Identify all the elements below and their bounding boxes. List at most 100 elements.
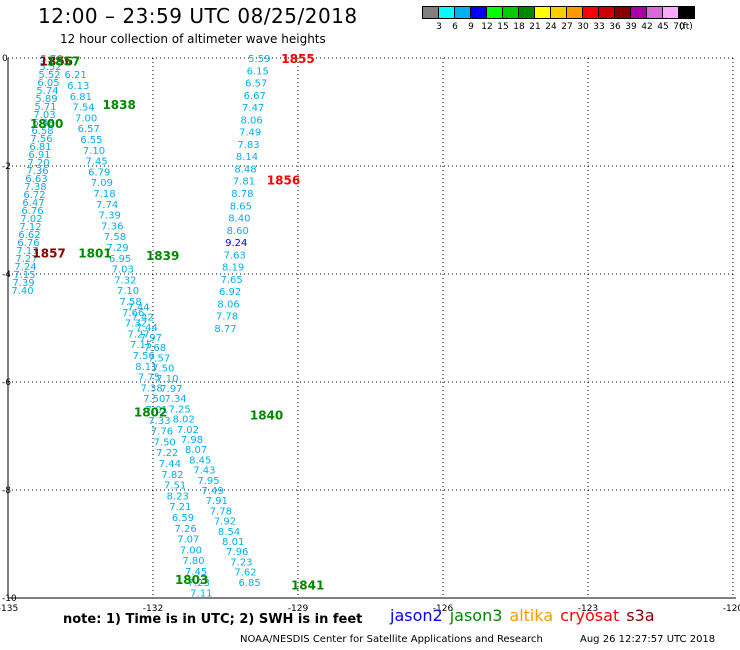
wave-height-value: 7.44: [159, 459, 181, 470]
wave-height-value: 7.65: [221, 275, 243, 286]
pass-time-label: 1857: [32, 246, 65, 260]
wave-height-value: 7.10: [156, 374, 178, 385]
legend-label: 6: [452, 22, 458, 32]
legend-label: 70: [673, 22, 685, 32]
legend-label: 33: [593, 22, 605, 32]
wave-height-value: 6.57: [78, 124, 100, 135]
wave-height-value: 6.57: [245, 79, 267, 90]
wave-height-value: 7.58: [120, 297, 142, 308]
wave-height-value: 7.95: [197, 476, 219, 487]
wave-height-value: 7.36: [26, 166, 48, 177]
pass-time-label: 1856: [267, 174, 300, 188]
legend-swatch: [678, 6, 695, 19]
pass-time-label: 1802: [134, 406, 167, 420]
wave-height-value: 8.23: [167, 491, 189, 502]
wave-height-value: 8.78: [231, 189, 253, 200]
wave-height-value: 7.56: [30, 134, 52, 145]
wave-height-value: 7.10: [117, 286, 139, 297]
wave-height-value: 8.77: [214, 324, 236, 335]
wave-height-value: 7.44: [127, 302, 149, 313]
wave-height-value: 7.12: [19, 222, 41, 233]
wave-height-value: 8.11: [135, 362, 157, 373]
wave-height-value: 7.44: [136, 323, 158, 334]
wave-height-value: 7.50: [154, 437, 176, 448]
wave-height-value: 7.00: [75, 113, 97, 124]
wave-height-value: 6.85: [239, 578, 261, 589]
wave-height-value: 5.59: [248, 54, 270, 65]
wave-height-value: 7.49: [239, 128, 261, 139]
wave-height-value: 7.45: [185, 567, 207, 578]
wave-height-value: 7.36: [101, 221, 123, 232]
wave-height-value: 7.20: [27, 158, 49, 169]
wave-height-value: 8.14: [236, 152, 258, 163]
wave-height-legend: 3 6 9 12 15 18 21 24 27 30 33 36 39 42 45 70 (ft): [422, 6, 695, 32]
lat-tick-label: -4: [2, 270, 11, 280]
lon-tick-label: -135: [0, 604, 18, 614]
wave-height-value: 7.34: [164, 394, 186, 405]
wave-height-value: 6.92: [219, 287, 241, 298]
wave-height-value: 7.97: [160, 384, 182, 395]
wave-height-value: 8.54: [218, 527, 240, 538]
wave-height-value: 7.82: [161, 470, 183, 481]
wave-height-value: 6.63: [25, 174, 47, 185]
wave-height-value: 7.45: [85, 157, 107, 168]
wave-height-value: 7.58: [104, 232, 126, 243]
wave-height-value: 6.81: [70, 92, 92, 103]
wave-height-value: 6.47: [22, 198, 44, 209]
wave-height-value: 7.25: [169, 404, 191, 415]
wave-height-value: 7.39: [12, 278, 34, 289]
wave-height-value: 8.48: [234, 164, 256, 175]
pass-time-label: 1856: [40, 55, 73, 69]
wave-height-value: 6.58: [31, 126, 53, 137]
wave-height-value: 7.74: [96, 200, 118, 211]
wave-height-value: 7.11: [190, 589, 212, 600]
legend-label: 15: [497, 22, 509, 32]
wave-height-value: 7.29: [106, 243, 128, 254]
wave-height-value: 7.32: [125, 319, 147, 330]
axis-ticks: -135 -132 -129 -126 -123 -120 0 -2 -4 -6 -8 -10: [0, 54, 740, 614]
lat-tick-label: -2: [2, 162, 11, 172]
wave-height-value: 7.09: [91, 178, 113, 189]
wave-height-value: 7.27: [127, 329, 149, 340]
wave-height-value: 7.98: [181, 435, 203, 446]
wave-height-value: 7.68: [144, 343, 166, 354]
wave-height-value: 6.81: [29, 142, 51, 153]
lat-tick-label: -6: [2, 378, 11, 388]
pass-time-label: 1801: [78, 246, 111, 260]
pass-time-label: 1839: [146, 249, 179, 263]
wave-height-value: 7.78: [210, 506, 232, 517]
footnote: note: 1) Time is in UTC; 2) SWH is in fe…: [63, 612, 363, 627]
legend-label: 39: [625, 22, 637, 32]
legend-label: 18: [513, 22, 525, 32]
legend-swatches: [422, 6, 695, 19]
wave-height-value: 7.81: [233, 177, 255, 188]
generated-timestamp: Aug 26 12:27:57 UTC 2018: [580, 634, 716, 645]
wave-height-value: 7.75: [138, 373, 160, 384]
map-grid: [7, 57, 736, 599]
wave-height-value: 6.62: [18, 230, 40, 241]
wave-height-value: 7.23: [188, 578, 210, 589]
wave-height-value: 7.83: [237, 140, 259, 151]
lat-tick-label: 0: [2, 54, 8, 64]
wave-height-value: 7.22: [156, 448, 178, 459]
wave-height-value: 7.50: [143, 394, 165, 405]
wave-height-value: 7.18: [93, 189, 115, 200]
wave-height-value: 5.74: [36, 86, 58, 97]
satellite-s3a: s3a: [626, 606, 655, 625]
wave-height-value: 5.52: [39, 62, 61, 73]
satellite-jason2: jason2: [390, 606, 443, 625]
pass-time-label: 1841: [291, 579, 324, 593]
wave-height-value: 7.23: [230, 557, 252, 568]
wave-height-value: 5.89: [35, 94, 57, 105]
pass-time-label: 1800: [30, 117, 63, 131]
lat-tick-label: -8: [2, 486, 11, 496]
satellite-jason3: jason3: [449, 606, 503, 625]
legend-label: 36: [609, 22, 621, 32]
wave-height-value: 7.02: [177, 425, 199, 436]
wave-height-value: 8.06: [240, 115, 262, 126]
lat-tick-label: -10: [2, 594, 17, 604]
wave-height-value: 7.50: [152, 364, 174, 375]
wave-height-value: 7.17: [16, 246, 38, 257]
